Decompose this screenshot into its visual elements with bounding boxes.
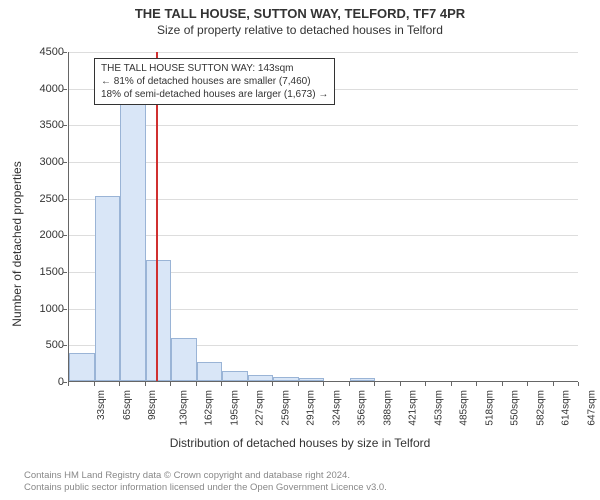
x-tick-label: 388sqm [382,390,393,426]
histogram-bar [248,375,274,381]
x-tick-label: 33sqm [96,390,107,420]
annotation-box: THE TALL HOUSE SUTTON WAY: 143sqm← 81% o… [94,58,335,105]
x-axis-label: Distribution of detached houses by size … [0,436,600,450]
footer-attribution: Contains HM Land Registry data © Crown c… [24,470,387,494]
y-tick-mark [63,382,67,383]
annotation-line: THE TALL HOUSE SUTTON WAY: 143sqm [101,62,328,75]
y-tick-label: 500 [24,339,64,351]
x-tick-label: 162sqm [204,390,215,426]
chart-subtitle: Size of property relative to detached ho… [0,23,600,37]
x-tick-mark [527,382,528,386]
histogram-bar [171,338,197,381]
x-tick-label: 195sqm [229,390,240,426]
footer-line: Contains HM Land Registry data © Crown c… [24,470,387,482]
x-tick-mark [374,382,375,386]
x-tick-label: 98sqm [147,390,158,420]
y-tick-mark [63,272,67,273]
histogram-bar [197,362,223,381]
x-tick-label: 518sqm [484,390,495,426]
x-tick-label: 421sqm [408,390,419,426]
y-tick-mark [63,162,67,163]
x-tick-label: 453sqm [433,390,444,426]
y-tick-label: 2000 [24,229,64,241]
annotation-line: ← 81% of detached houses are smaller (7,… [101,75,328,88]
y-tick-mark [63,89,67,90]
chart-title-block: THE TALL HOUSE, SUTTON WAY, TELFORD, TF7… [0,0,600,37]
x-tick-label: 227sqm [255,390,266,426]
x-tick-mark [68,382,69,386]
x-tick-mark [272,382,273,386]
x-tick-label: 485sqm [459,390,470,426]
y-tick-mark [63,309,67,310]
x-tick-mark [553,382,554,386]
y-tick-mark [63,125,67,126]
chart-title: THE TALL HOUSE, SUTTON WAY, TELFORD, TF7… [0,6,600,21]
x-tick-label: 582sqm [535,390,546,426]
y-tick-mark [63,235,67,236]
x-tick-mark [476,382,477,386]
histogram-bar [120,101,146,381]
x-tick-mark [170,382,171,386]
x-tick-mark [94,382,95,386]
y-tick-label: 2500 [24,193,64,205]
x-tick-mark [247,382,248,386]
y-tick-mark [63,52,67,53]
x-tick-mark [196,382,197,386]
x-tick-label: 65sqm [122,390,133,420]
histogram-bar [299,378,325,381]
y-tick-label: 1000 [24,303,64,315]
x-tick-label: 291sqm [306,390,317,426]
histogram-bar [146,260,172,381]
x-tick-label: 550sqm [510,390,521,426]
y-tick-label: 1500 [24,266,64,278]
histogram-bar [95,196,121,381]
y-tick-mark [63,199,67,200]
y-tick-label: 4500 [24,46,64,58]
x-tick-mark [323,382,324,386]
x-tick-label: 614sqm [561,390,572,426]
histogram-bar [273,377,299,381]
x-tick-mark [298,382,299,386]
x-tick-label: 647sqm [586,390,597,426]
x-tick-label: 324sqm [331,390,342,426]
histogram-bar [350,378,376,381]
x-tick-mark [349,382,350,386]
x-tick-mark [425,382,426,386]
x-tick-mark [145,382,146,386]
gridline [69,52,578,53]
footer-line: Contains public sector information licen… [24,482,387,494]
x-tick-label: 259sqm [280,390,291,426]
x-tick-mark [451,382,452,386]
y-tick-label: 3000 [24,156,64,168]
x-tick-mark [119,382,120,386]
y-tick-mark [63,345,67,346]
y-tick-label: 4000 [24,83,64,95]
x-tick-mark [578,382,579,386]
histogram-bar [222,371,248,381]
chart-area: Number of detached properties Distributi… [0,44,600,444]
x-tick-mark [221,382,222,386]
y-tick-label: 0 [24,376,64,388]
y-tick-label: 3500 [24,119,64,131]
histogram-bar [69,353,95,381]
x-tick-label: 356sqm [357,390,368,426]
x-tick-mark [502,382,503,386]
x-tick-label: 130sqm [178,390,189,426]
annotation-line: 18% of semi-detached houses are larger (… [101,88,328,101]
x-tick-mark [400,382,401,386]
